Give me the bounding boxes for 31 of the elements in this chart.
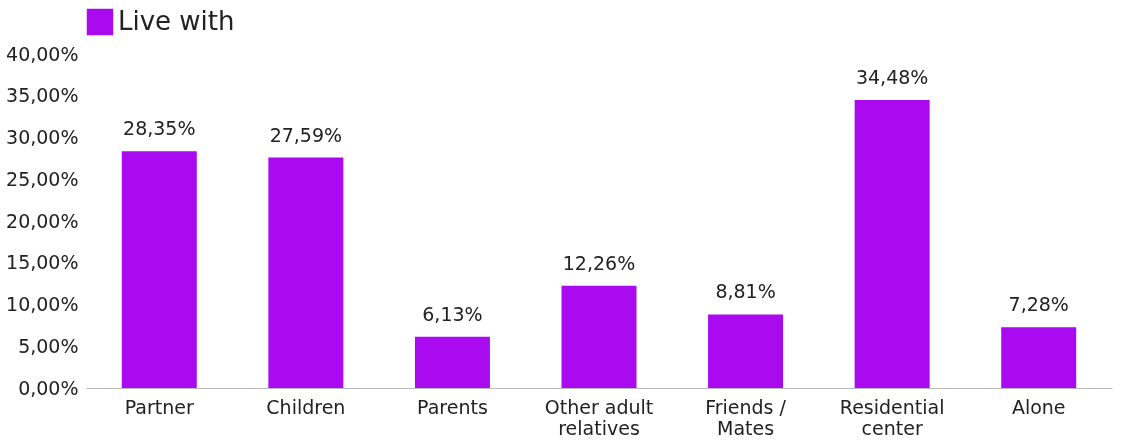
bar <box>268 157 344 388</box>
x-tick-label: Alone <box>1011 395 1066 418</box>
y-tick-label: 0,00% <box>18 376 79 399</box>
y-tick-label: 25,00% <box>6 167 79 190</box>
x-tick-label: Residential center <box>839 395 945 439</box>
x-tick-label: Other adult relatives <box>544 395 654 439</box>
x-tick-label: Friends / Mates <box>705 395 787 439</box>
bar <box>121 151 197 388</box>
data-label: 28,35% <box>123 117 196 140</box>
data-label: 8,81% <box>715 280 776 303</box>
bar <box>414 336 490 388</box>
y-tick-label: 15,00% <box>6 251 79 274</box>
bar <box>708 314 784 388</box>
legend-label: Live with <box>118 6 235 36</box>
bar <box>854 100 930 388</box>
y-tick-label: 30,00% <box>6 126 79 148</box>
x-tick-label: Partner <box>124 395 194 418</box>
bar <box>561 285 637 388</box>
y-tick-label: 5,00% <box>18 334 79 357</box>
x-tick-label: Parents <box>417 395 488 418</box>
y-tick-label: 20,00% <box>6 209 79 232</box>
bar <box>1001 327 1077 388</box>
x-tick-label: Children <box>266 395 346 418</box>
y-tick-label: 10,00% <box>6 293 79 315</box>
data-label: 34,48% <box>855 66 929 89</box>
data-label: 7,28% <box>1008 293 1069 316</box>
data-label: 6,13% <box>422 302 483 325</box>
data-label: 27,59% <box>269 123 343 146</box>
y-tick-label: 35,00% <box>6 84 79 107</box>
y-tick-label: 40,00% <box>6 42 79 65</box>
data-label: 12,26% <box>562 251 636 274</box>
